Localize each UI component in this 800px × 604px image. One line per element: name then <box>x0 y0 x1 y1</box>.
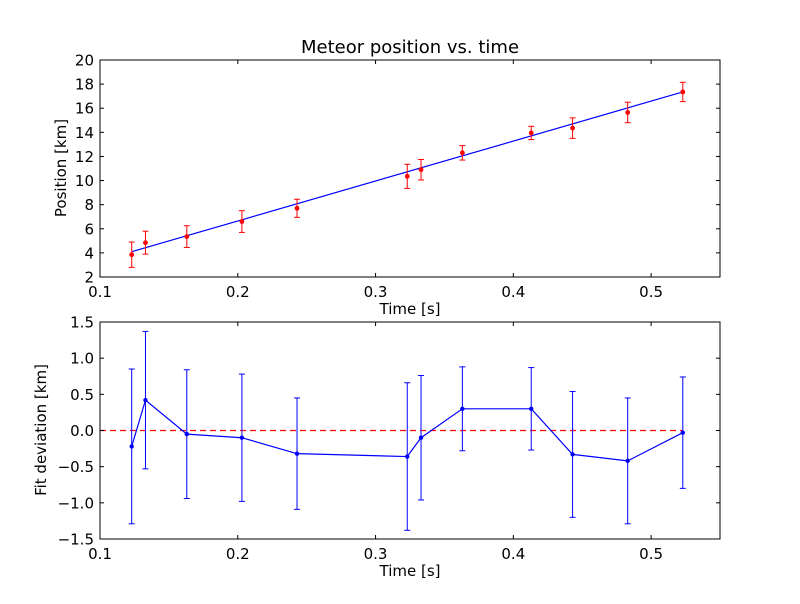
deviation-plot-y-tick-label: 1.5 <box>70 314 94 332</box>
position-plot-x-tick-label: 0.1 <box>88 283 112 301</box>
deviation-plot: −1.5 −1.0 −0.5 0.0 0.5 1.0 1.5 0.1 0.2 0.3 0.4 0.5… <box>32 314 721 580</box>
deviation-data-point <box>129 444 134 449</box>
deviation-data-point <box>570 452 575 457</box>
position-data-point <box>294 205 300 211</box>
deviation-plot-y-ticks: −1.5 −1.0 −0.5 0.0 0.5 1.0 1.5 <box>58 314 720 549</box>
position-plot: 2 4 6 8 10 12 14 16 18 20 0.1 0.2 0.3 0.4 0.5 Meteor … <box>52 37 721 318</box>
deviation-plot-y-tick-label: 0.5 <box>70 386 94 404</box>
deviation-plot-y-axis-label: Fit deviation [km] <box>32 364 50 496</box>
position-plot-y-tick-label: 14 <box>75 124 94 142</box>
position-plot-y-tick-label: 2 <box>84 269 94 287</box>
deviation-plot-data <box>100 330 686 531</box>
position-data-point <box>570 125 575 131</box>
position-plot-y-tick-label: 18 <box>75 76 94 94</box>
deviation-plot-y-tick-label: −1.0 <box>58 494 94 512</box>
position-plot-y-axis-label: Position [km] <box>52 119 70 217</box>
position-data-point <box>143 240 148 246</box>
deviation-data-point <box>143 397 148 403</box>
deviation-data-point <box>418 435 424 440</box>
position-data-point <box>418 167 424 173</box>
position-data-point <box>680 89 686 95</box>
position-plot-y-tick-label: 6 <box>84 220 94 238</box>
position-plot-title: Meteor position vs. time <box>301 37 519 58</box>
deviation-plot-y-tick-label: 1.0 <box>70 350 94 368</box>
position-plot-x-ticks: 0.1 0.2 0.3 0.4 0.5 <box>88 60 663 301</box>
position-data-point <box>528 130 534 136</box>
position-data-point <box>404 173 410 179</box>
position-plot-x-tick-label: 0.5 <box>639 283 663 301</box>
deviation-data-point <box>184 431 189 437</box>
deviation-data-point <box>529 406 534 411</box>
deviation-data-point <box>680 430 685 435</box>
deviation-data-point <box>294 451 300 456</box>
position-plot-y-tick-label: 20 <box>75 52 94 70</box>
deviation-plot-x-ticks: 0.1 0.2 0.3 0.4 0.5 <box>88 322 663 563</box>
position-data-point <box>625 110 631 115</box>
position-data-point <box>459 150 465 156</box>
deviation-plot-y-tick-label: −1.5 <box>58 531 94 549</box>
position-plot-y-tick-label: 16 <box>75 100 94 118</box>
position-plot-y-tick-label: 10 <box>75 172 94 190</box>
deviation-plot-x-tick-label: 0.4 <box>501 545 525 563</box>
position-plot-axes-frame <box>99 59 721 278</box>
deviation-plot-y-tick-label: −0.5 <box>58 458 94 476</box>
deviation-data-point <box>405 454 410 459</box>
position-plot-data <box>128 81 686 268</box>
deviation-plot-x-tick-label: 0.3 <box>364 545 388 563</box>
position-data-point <box>184 234 190 240</box>
deviation-plot-x-tick-label: 0.1 <box>88 545 112 563</box>
position-plot-y-ticks: 2 4 6 8 10 12 14 16 18 20 <box>75 52 720 287</box>
position-plot-x-axis-label: Time [s] <box>379 300 441 318</box>
position-data-point <box>239 219 245 224</box>
position-plot-y-tick-label: 8 <box>84 196 94 214</box>
deviation-plot-x-tick-label: 0.5 <box>639 545 663 563</box>
deviation-data-point <box>239 435 245 440</box>
deviation-series-line <box>131 399 684 462</box>
position-plot-x-tick-label: 0.4 <box>501 283 525 301</box>
position-data-point <box>129 252 135 258</box>
deviation-data-point <box>625 458 630 464</box>
deviation-plot-x-tick-label: 0.2 <box>226 545 250 563</box>
deviation-data-point <box>460 406 465 411</box>
deviation-plot-x-axis-label: Time [s] <box>379 562 441 580</box>
deviation-plot-y-tick-label: 0.0 <box>70 422 94 440</box>
position-plot-x-tick-label: 0.2 <box>226 283 250 301</box>
position-plot-y-tick-label: 12 <box>75 148 94 166</box>
position-plot-y-tick-label: 4 <box>84 244 94 262</box>
position-plot-x-tick-label: 0.3 <box>364 283 388 301</box>
